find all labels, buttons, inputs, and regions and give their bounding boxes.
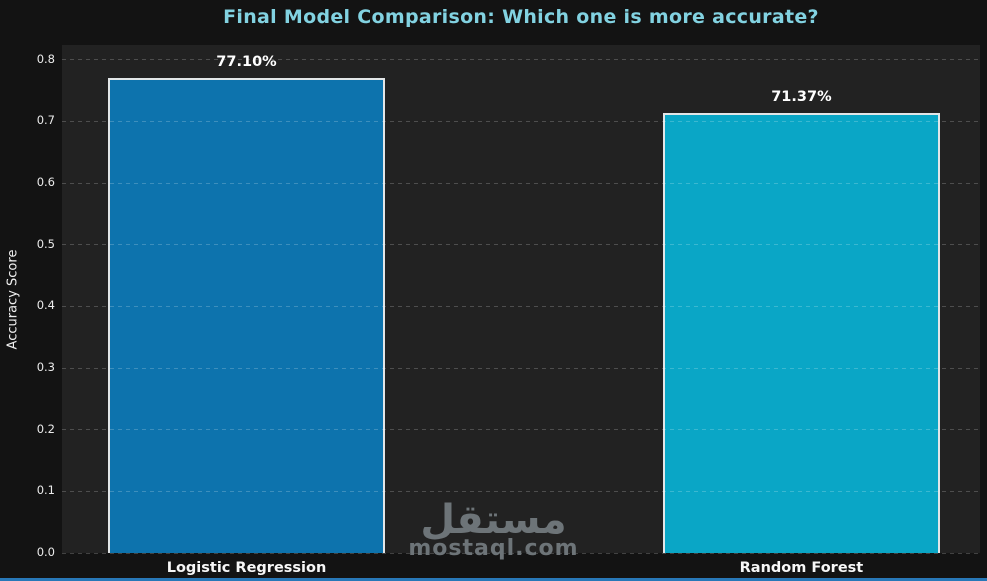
bar-value-label-0: 77.10% [216, 53, 277, 70]
x-tick-label-0: Logistic Regression [166, 560, 327, 576]
bar-1 [662, 113, 940, 553]
gridline-0.4 [62, 305, 980, 307]
gridline-0.3 [62, 367, 980, 369]
gridline-0.7 [62, 120, 980, 122]
gridline-0.8 [62, 59, 980, 61]
y-tick-label-0.5: 0.5 [36, 236, 55, 251]
gridline-0.5 [62, 244, 980, 246]
y-tick-label-0.0: 0.0 [36, 545, 55, 559]
bottom-accent-border [0, 578, 987, 581]
y-tick-label-0.6: 0.6 [36, 175, 55, 190]
chart-title: Final Model Comparison: Which one is mor… [223, 6, 819, 28]
y-tick-label-0.2: 0.2 [36, 421, 55, 436]
gridline-0.1 [62, 490, 980, 492]
x-tick-label-1: Random Forest [739, 560, 864, 576]
y-tick-label-0.8: 0.8 [36, 51, 55, 66]
y-tick-label-0.4: 0.4 [36, 298, 55, 313]
bar-0 [108, 77, 385, 553]
y-tick-label-0.3: 0.3 [36, 360, 55, 375]
y-tick-label-0.1: 0.1 [36, 483, 55, 498]
gridline-0.6 [62, 182, 980, 184]
gridline-0.2 [62, 429, 980, 431]
plot-area: 77.10% 71.37% [62, 45, 980, 554]
y-tick-label-0.7: 0.7 [36, 113, 55, 128]
bar-value-label-1: 71.37% [771, 89, 832, 106]
gridline-0.0 [62, 552, 980, 554]
